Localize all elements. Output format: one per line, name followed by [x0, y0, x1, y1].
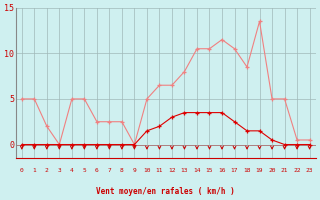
X-axis label: Vent moyen/en rafales ( km/h ): Vent moyen/en rafales ( km/h ): [96, 187, 235, 196]
